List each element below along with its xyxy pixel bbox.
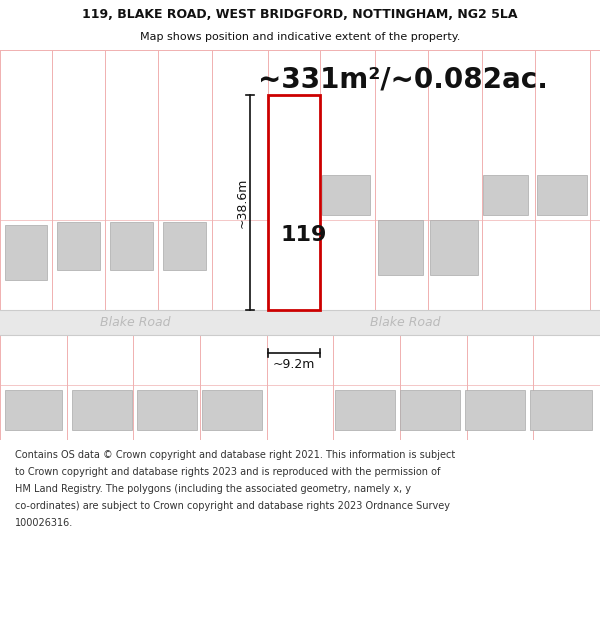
Bar [378,220,423,275]
Text: HM Land Registry. The polygons (including the associated geometry, namely x, y: HM Land Registry. The polygons (includin… [15,484,411,494]
Bar [268,95,320,310]
Bar [335,390,395,430]
Text: Map shows position and indicative extent of the property.: Map shows position and indicative extent… [140,32,460,43]
Text: Blake Road: Blake Road [370,316,440,329]
Bar [537,175,587,215]
Text: to Crown copyright and database rights 2023 and is reproduced with the permissio: to Crown copyright and database rights 2… [15,467,440,477]
Text: Contains OS data © Crown copyright and database right 2021. This information is : Contains OS data © Crown copyright and d… [15,450,455,460]
Bar [163,222,206,270]
Bar [202,390,262,430]
Text: 119, BLAKE ROAD, WEST BRIDGFORD, NOTTINGHAM, NG2 5LA: 119, BLAKE ROAD, WEST BRIDGFORD, NOTTING… [82,9,518,21]
Bar [483,175,528,215]
Text: co-ordinates) are subject to Crown copyright and database rights 2023 Ordnance S: co-ordinates) are subject to Crown copyr… [15,501,450,511]
Bar [5,390,62,430]
Bar [137,390,197,430]
Bar [0,310,600,335]
Bar [72,390,132,430]
Text: ~331m²/~0.082ac.: ~331m²/~0.082ac. [258,66,548,94]
Bar [57,222,100,270]
Text: 100026316.: 100026316. [15,518,73,528]
Bar [110,222,153,270]
Bar [530,390,592,430]
Bar [465,390,525,430]
Text: ~38.6m: ~38.6m [235,177,248,227]
Bar [322,175,370,215]
Text: Blake Road: Blake Road [100,316,170,329]
Bar [400,390,460,430]
Text: 119: 119 [281,225,327,245]
Text: ~9.2m: ~9.2m [273,359,315,371]
Bar [5,225,47,280]
Bar [430,220,478,275]
